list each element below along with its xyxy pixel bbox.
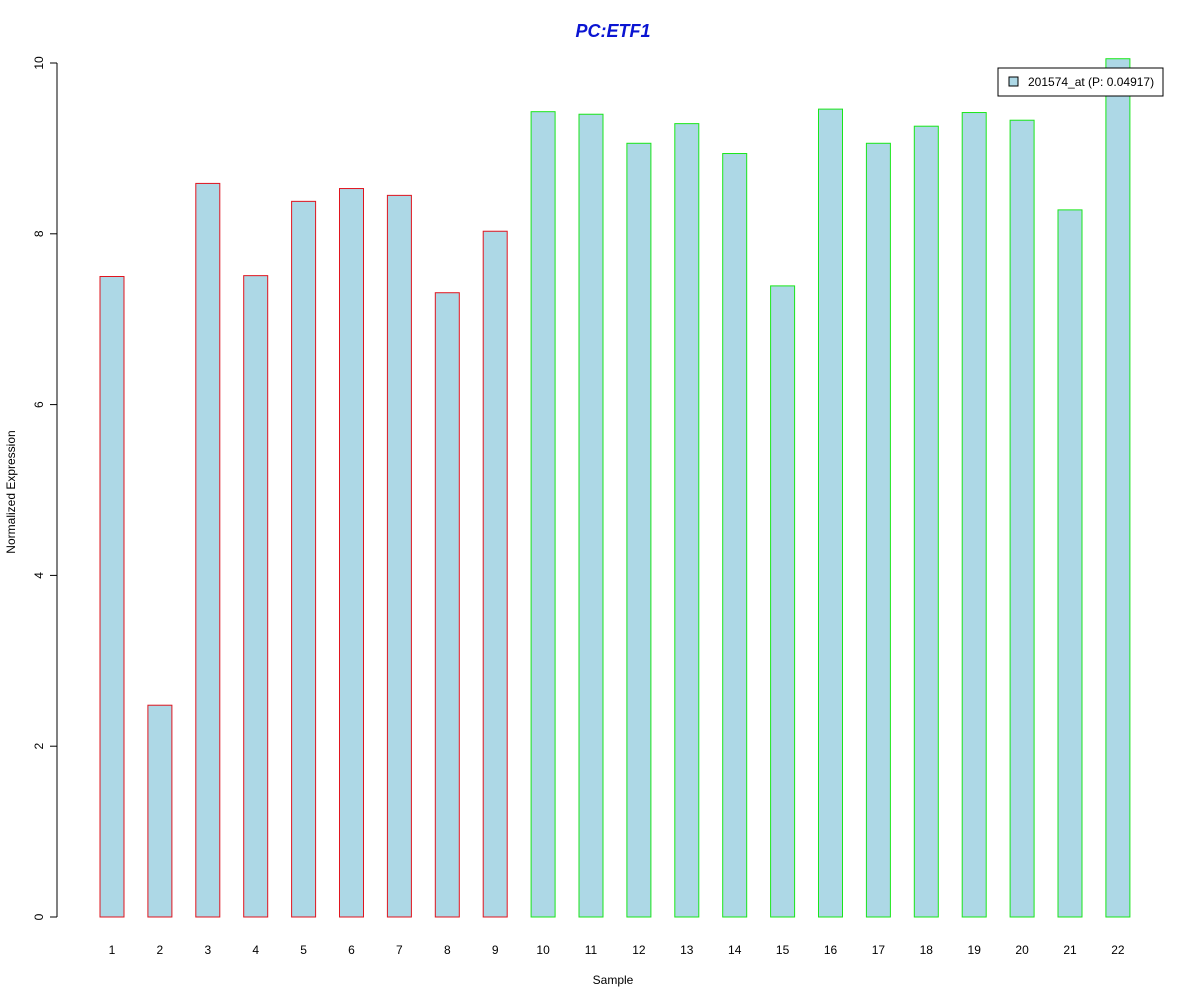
bar-sample-16 (818, 108, 843, 918)
x-tick-label: 16 (824, 943, 838, 957)
legend: 201574_at (P: 0.04917) (997, 67, 1164, 97)
bar-sample-7 (386, 194, 412, 918)
bar-sample-20 (1009, 119, 1035, 918)
x-tick-label: 6 (348, 943, 355, 957)
x-tick-label: 11 (585, 943, 598, 957)
bar-sample-11 (578, 113, 604, 918)
y-tick-label: 6 (32, 401, 46, 408)
bar-sample-3 (195, 182, 221, 918)
y-tick-label: 10 (32, 56, 46, 70)
bar-sample-8 (434, 292, 460, 918)
y-axis-label: Normalized Expression (4, 430, 18, 553)
legend-swatch (1008, 76, 1019, 87)
bar-sample-17 (865, 142, 891, 918)
bar-sample-15 (770, 285, 796, 918)
x-tick-label: 19 (968, 943, 982, 957)
bar-sample-9 (482, 230, 508, 918)
bar-sample-1 (99, 276, 125, 918)
x-tick-labels: 1 2 3 4 5 6 7 8 9 10 11 12 13 14 15 16 17 18 19 20 21 22 (109, 943, 1125, 957)
bar-sample-22 (1105, 58, 1131, 918)
x-tick-label: 5 (300, 943, 307, 957)
x-tick-label: 21 (1063, 943, 1077, 957)
bar-sample-13 (674, 123, 700, 918)
x-tick-label: 8 (444, 943, 451, 957)
x-tick-label: 18 (920, 943, 934, 957)
x-tick-label: 12 (632, 943, 646, 957)
chart-title: PC:ETF1 (575, 21, 650, 41)
x-tick-label: 17 (872, 943, 886, 957)
y-tick-label: 8 (32, 230, 46, 237)
x-tick-label: 9 (492, 943, 499, 957)
x-axis-label: Sample (593, 973, 634, 987)
bar-sample-21 (1057, 209, 1083, 918)
bar-sample-14 (722, 153, 748, 918)
x-tick-label: 7 (396, 943, 403, 957)
x-tick-label: 15 (776, 943, 790, 957)
bar-sample-6 (339, 188, 364, 918)
y-tick-label: 0 (32, 913, 46, 920)
y-tick-label: 4 (32, 572, 46, 579)
x-tick-label: 20 (1015, 943, 1029, 957)
x-tick-label: 13 (680, 943, 694, 957)
y-axis: 0 2 4 6 8 10 (32, 56, 58, 920)
legend-label: 201574_at (P: 0.04917) (1028, 75, 1154, 89)
bar-sample-10 (530, 111, 556, 918)
bar-sample-18 (913, 125, 939, 918)
bar-sample-5 (291, 200, 317, 918)
y-tick-label: 2 (32, 743, 46, 750)
bar-sample-2 (147, 704, 173, 918)
x-tick-label: 10 (536, 943, 550, 957)
x-tick-label: 14 (728, 943, 742, 957)
bar-group (99, 58, 1131, 918)
bar-sample-4 (243, 275, 269, 918)
legend-box (997, 67, 1164, 97)
bar-sample-19 (961, 112, 987, 918)
x-tick-label: 22 (1111, 943, 1125, 957)
bar-sample-12 (626, 142, 652, 918)
x-tick-label: 3 (204, 943, 211, 957)
x-tick-label: 4 (252, 943, 259, 957)
x-tick-label: 1 (109, 943, 116, 957)
x-tick-label: 2 (157, 943, 164, 957)
